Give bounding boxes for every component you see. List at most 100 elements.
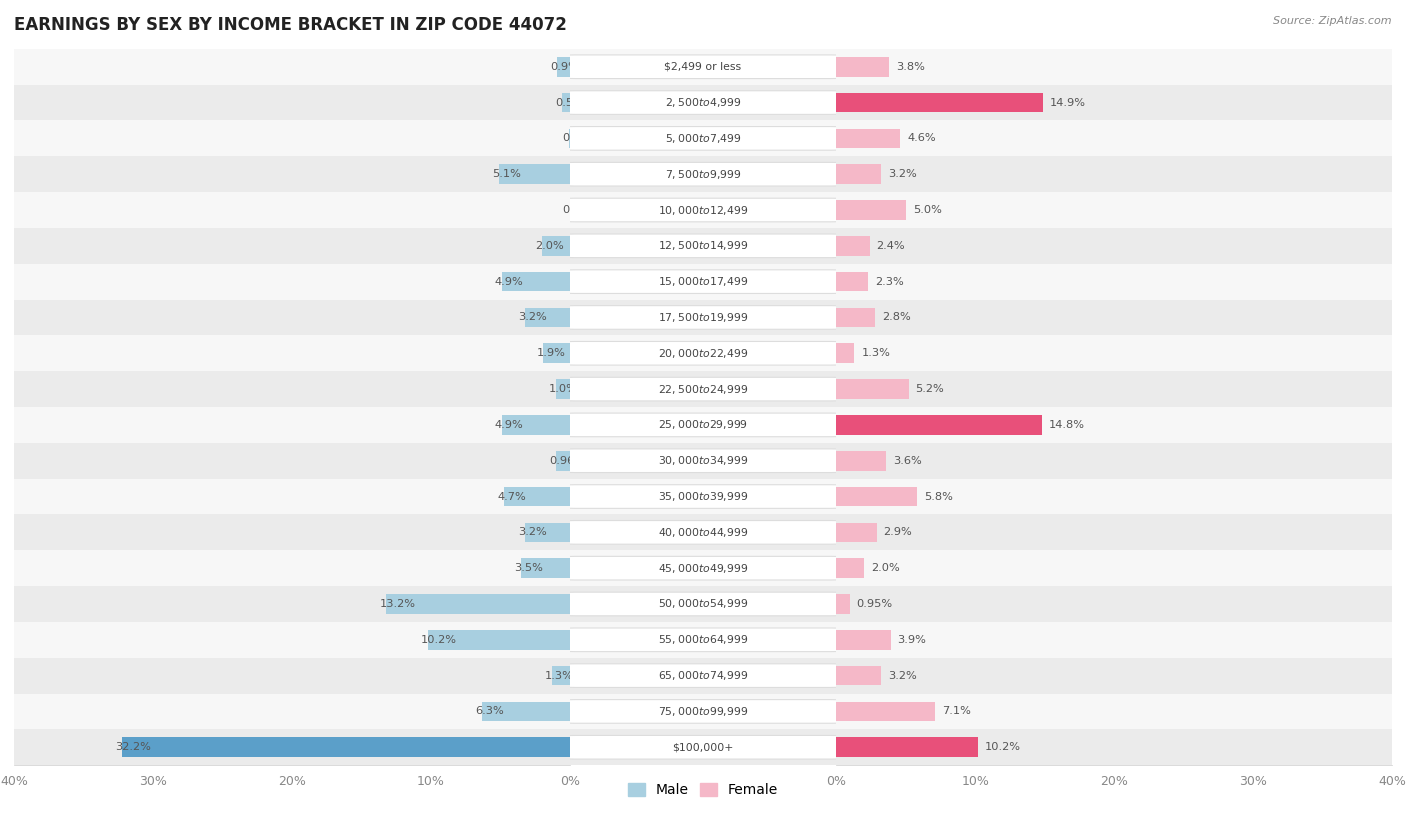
FancyBboxPatch shape: [561, 198, 845, 222]
Bar: [837, 308, 875, 327]
Bar: [14, 228, 569, 264]
Text: 13.2%: 13.2%: [380, 599, 415, 609]
Bar: [837, 192, 1392, 228]
Bar: [569, 622, 837, 658]
Bar: [837, 264, 1392, 300]
Text: 0.56%: 0.56%: [555, 98, 591, 107]
Bar: [14, 371, 569, 407]
Text: $45,000 to $49,999: $45,000 to $49,999: [658, 562, 748, 575]
Text: $55,000 to $64,999: $55,000 to $64,999: [658, 633, 748, 646]
Bar: [543, 344, 569, 363]
Bar: [14, 586, 569, 622]
Text: $100,000+: $100,000+: [672, 742, 734, 752]
Bar: [837, 129, 900, 148]
Bar: [837, 335, 1392, 371]
Text: 1.3%: 1.3%: [862, 348, 890, 358]
Text: $5,000 to $7,499: $5,000 to $7,499: [665, 132, 741, 145]
Bar: [14, 85, 569, 120]
Text: 5.2%: 5.2%: [915, 384, 945, 394]
Bar: [555, 379, 569, 399]
Bar: [569, 228, 837, 264]
Bar: [837, 57, 889, 77]
Bar: [541, 236, 569, 256]
Bar: [837, 514, 1392, 550]
Text: $20,000 to $22,499: $20,000 to $22,499: [658, 347, 748, 360]
Text: $2,499 or less: $2,499 or less: [665, 62, 741, 72]
Text: $30,000 to $34,999: $30,000 to $34,999: [658, 454, 748, 467]
Bar: [837, 666, 880, 685]
Text: 6.3%: 6.3%: [475, 707, 503, 716]
Text: 14.9%: 14.9%: [1050, 98, 1087, 107]
Bar: [14, 49, 569, 85]
Bar: [569, 514, 837, 550]
FancyBboxPatch shape: [561, 55, 845, 79]
FancyBboxPatch shape: [561, 484, 845, 509]
Text: 4.9%: 4.9%: [495, 420, 523, 430]
FancyBboxPatch shape: [561, 556, 845, 580]
FancyBboxPatch shape: [561, 377, 845, 401]
Bar: [837, 622, 1392, 658]
Bar: [427, 630, 569, 650]
FancyBboxPatch shape: [561, 663, 845, 688]
Text: 2.8%: 2.8%: [882, 313, 911, 322]
Bar: [569, 49, 837, 85]
Text: 2.0%: 2.0%: [872, 563, 900, 573]
Bar: [569, 407, 837, 443]
Bar: [526, 523, 569, 542]
Bar: [837, 694, 1392, 729]
Text: 3.8%: 3.8%: [896, 62, 925, 72]
FancyBboxPatch shape: [561, 592, 845, 616]
FancyBboxPatch shape: [561, 413, 845, 437]
Text: 3.2%: 3.2%: [887, 671, 917, 681]
Bar: [837, 156, 1392, 192]
Text: 2.4%: 2.4%: [876, 241, 905, 251]
Text: Source: ZipAtlas.com: Source: ZipAtlas.com: [1274, 16, 1392, 26]
Text: 3.2%: 3.2%: [519, 527, 547, 537]
Bar: [551, 666, 569, 685]
Text: 4.6%: 4.6%: [907, 133, 936, 143]
Bar: [837, 371, 1392, 407]
Text: 4.7%: 4.7%: [498, 492, 526, 501]
Bar: [569, 371, 837, 407]
Bar: [837, 344, 855, 363]
Bar: [14, 192, 569, 228]
Bar: [837, 164, 880, 184]
Bar: [482, 702, 569, 721]
Bar: [569, 85, 837, 120]
Text: $75,000 to $99,999: $75,000 to $99,999: [658, 705, 748, 718]
Bar: [837, 658, 1392, 694]
Text: $50,000 to $54,999: $50,000 to $54,999: [658, 597, 748, 610]
Bar: [837, 550, 1392, 586]
Bar: [569, 694, 837, 729]
Bar: [14, 550, 569, 586]
Text: 1.9%: 1.9%: [536, 348, 565, 358]
Bar: [14, 694, 569, 729]
Bar: [837, 85, 1392, 120]
FancyBboxPatch shape: [561, 162, 845, 186]
Text: 5.0%: 5.0%: [912, 205, 942, 215]
Text: 0.0%: 0.0%: [562, 205, 592, 215]
Bar: [837, 272, 869, 291]
Bar: [122, 737, 569, 757]
Text: $15,000 to $17,499: $15,000 to $17,499: [658, 275, 748, 288]
Text: 5.1%: 5.1%: [492, 169, 520, 179]
Bar: [837, 594, 849, 614]
Bar: [837, 120, 1392, 156]
Text: 10.2%: 10.2%: [420, 635, 457, 645]
Text: 0.95%: 0.95%: [856, 599, 893, 609]
Bar: [569, 156, 837, 192]
Text: $10,000 to $12,499: $10,000 to $12,499: [658, 204, 748, 217]
FancyBboxPatch shape: [561, 126, 845, 151]
Bar: [569, 550, 837, 586]
Bar: [502, 415, 569, 435]
Text: $65,000 to $74,999: $65,000 to $74,999: [658, 669, 748, 682]
Bar: [14, 479, 569, 514]
Bar: [569, 443, 837, 479]
FancyBboxPatch shape: [561, 90, 845, 115]
Text: $2,500 to $4,999: $2,500 to $4,999: [665, 96, 741, 109]
Bar: [837, 523, 876, 542]
Text: $35,000 to $39,999: $35,000 to $39,999: [658, 490, 748, 503]
Bar: [557, 451, 569, 470]
Text: EARNINGS BY SEX BY INCOME BRACKET IN ZIP CODE 44072: EARNINGS BY SEX BY INCOME BRACKET IN ZIP…: [14, 16, 567, 34]
Bar: [837, 93, 1043, 112]
